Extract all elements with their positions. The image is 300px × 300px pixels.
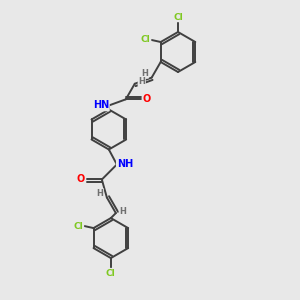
Text: O: O — [77, 175, 85, 184]
Text: HN: HN — [93, 100, 109, 110]
Text: Cl: Cl — [173, 13, 183, 22]
Text: H: H — [138, 77, 145, 86]
Text: NH: NH — [117, 160, 133, 170]
Text: Cl: Cl — [141, 35, 151, 44]
Text: H: H — [119, 207, 126, 216]
Text: H: H — [96, 189, 103, 198]
Text: H: H — [141, 69, 148, 78]
Text: O: O — [142, 94, 151, 104]
Text: Cl: Cl — [74, 222, 83, 231]
Text: Cl: Cl — [106, 268, 116, 278]
